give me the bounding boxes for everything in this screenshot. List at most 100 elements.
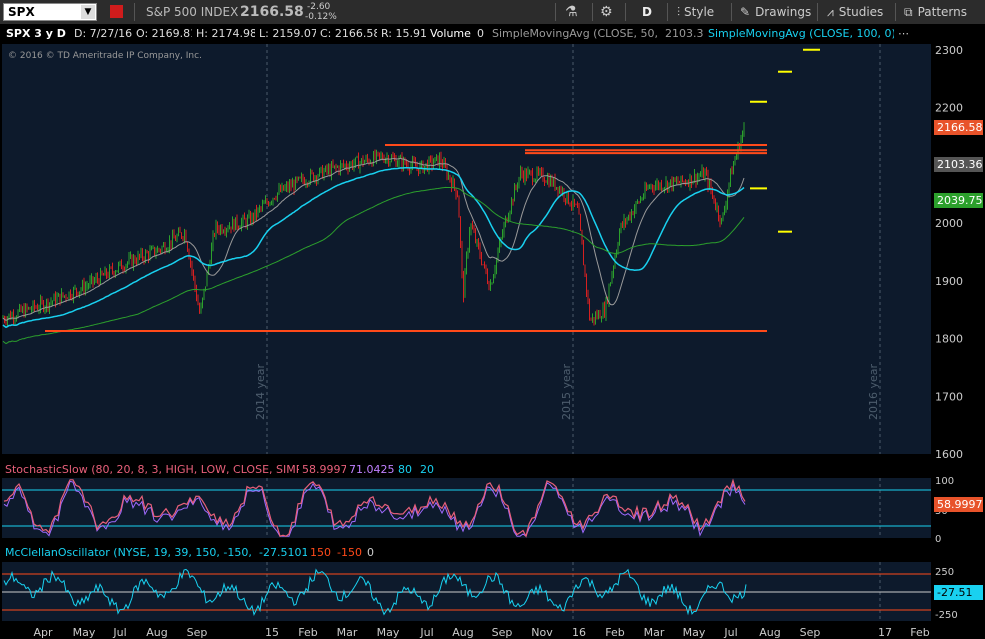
mcclellan-zero: 0 (364, 545, 377, 560)
y-tick-label: 2000 (935, 217, 963, 230)
drawings-button[interactable]: ✎ Drawings (740, 0, 811, 24)
mcclellan-badge: -27.51 (934, 585, 983, 600)
x-tick-label: Jul (112, 626, 126, 639)
divider (817, 3, 818, 21)
sma50-label[interactable]: SimpleMovingAvg (CLOSE, 50, 0) (488, 26, 673, 42)
mcclellan-axis-label: -250 (935, 610, 958, 621)
mcclellan-upper: 150 (307, 545, 334, 560)
x-tick-label: Sep (800, 626, 821, 639)
sma50-value: 2103.36 (661, 26, 711, 42)
mcclellan-lower: -150 (334, 545, 365, 560)
range-readout: R: 15.91 (377, 26, 430, 42)
price-panel (2, 44, 931, 454)
sma50-badge: 2103.36 (934, 157, 983, 172)
patterns-button[interactable]: ⧉ Patterns (904, 0, 967, 24)
aggregation-button[interactable]: D (642, 5, 652, 19)
patterns-icon: ⧉ (904, 5, 913, 19)
y-tick-label: 1700 (935, 390, 963, 403)
patterns-label: Patterns (917, 5, 968, 19)
x-tick-label: May (377, 626, 400, 639)
close-readout: C: 2166.58 (316, 26, 381, 42)
mcclellan-label[interactable]: McClellanOscillator (NYSE, 19, 39, 150, … (2, 545, 277, 560)
flag-icon[interactable] (110, 5, 123, 18)
x-tick-label: Apr (33, 626, 53, 639)
x-tick-label: May (683, 626, 706, 639)
y-tick-label: 1600 (935, 448, 963, 461)
stochastic-panel (2, 478, 931, 538)
x-tick-label: May (73, 626, 96, 639)
studies-label: Studies (838, 5, 884, 19)
chart-period[interactable]: SPX 3 y D (2, 26, 71, 42)
pencil-icon: ✎ (740, 5, 751, 19)
copyright-notice: © 2016 © TD Ameritrade IP Company, Inc. (8, 51, 202, 61)
divider (555, 3, 556, 21)
flask-icon[interactable]: ⚗ (565, 4, 578, 20)
sma200-line (2, 186, 745, 345)
x-tick-label: Aug (452, 626, 473, 639)
sma100-badge: 2039.75 (934, 193, 983, 208)
year-label: 2016 year (867, 363, 880, 420)
stochastic-slowd-line (3, 480, 746, 537)
y-tick-label: 2200 (935, 102, 963, 115)
x-tick-label: Jul (723, 626, 737, 639)
x-tick-label: Sep (492, 626, 513, 639)
volume-label[interactable]: Volume (426, 26, 477, 42)
style-label: Style (684, 5, 715, 19)
x-tick-label: Aug (759, 626, 780, 639)
stochastic-axis-label: 100 (935, 476, 954, 487)
date-readout: D: 7/27/16 (70, 26, 136, 42)
stochastic-oversold: 20 (417, 462, 437, 477)
divider (667, 3, 668, 21)
toolbar: SPX ▼ S&P 500 INDEX 2166.58 -2.60 -0.12%… (0, 0, 985, 25)
open-readout: O: 2169.81 (132, 26, 197, 42)
x-tick-label: Feb (910, 626, 929, 639)
last-price: 2166.58 (240, 4, 304, 20)
style-button[interactable]: ⫶ Style (677, 0, 714, 24)
stochastic-label[interactable]: StochasticSlow (80, 20, 8, 3, HIGH, LOW,… (2, 462, 323, 477)
candles-icon: ⫶ (677, 5, 681, 19)
stochastic-slowd: 71.0425 (346, 462, 398, 477)
x-tick-label: Feb (298, 626, 317, 639)
stochastic-badge: 58.9997 (934, 497, 983, 512)
mcclellan-value: -27.5101 (256, 545, 312, 560)
sma100-line (2, 166, 745, 329)
symbol-value: SPX (8, 5, 35, 19)
divider (625, 3, 626, 21)
stochastic-slowk: 58.9997 (299, 462, 351, 477)
divider (731, 3, 732, 21)
stochastic-axis-label: 0 (935, 534, 941, 545)
price-change: -2.60 (307, 2, 331, 12)
y-tick-label: 2300 (935, 44, 963, 57)
studies-button[interactable]: ⩘ Studies (827, 0, 883, 24)
x-tick-label: Jul (419, 626, 433, 639)
x-tick-label: Feb (605, 626, 624, 639)
y-tick-label: 1800 (935, 333, 963, 346)
sma50-line (2, 157, 745, 321)
divider (134, 3, 135, 21)
index-name: S&P 500 INDEX (146, 5, 239, 19)
ellipsis-icon[interactable]: ⋯ (894, 26, 918, 42)
price-change-pct: -0.12% (305, 12, 337, 22)
sma100-label[interactable]: SimpleMovingAvg (CLOSE, 100, 0) (704, 26, 898, 42)
divider (592, 3, 593, 21)
mcclellan-axis-label: 250 (935, 567, 954, 578)
mcclellan-line (3, 568, 747, 616)
x-tick-label: Mar (337, 626, 358, 639)
x-tick-label: Sep (187, 626, 208, 639)
x-tick-label: 15 (265, 626, 279, 639)
x-tick-label: Aug (146, 626, 167, 639)
year-label: 2015 year (560, 363, 573, 420)
x-tick-label: Mar (644, 626, 665, 639)
x-tick-label: 17 (878, 626, 892, 639)
last-price-badge: 2166.58 (934, 120, 983, 135)
year-label: 2014 year (254, 363, 267, 420)
chevron-down-icon[interactable]: ▼ (81, 5, 95, 19)
high-readout: H: 2174.98 (192, 26, 259, 42)
gear-icon[interactable]: ⚙ (600, 4, 613, 20)
x-tick-label: Nov (531, 626, 553, 639)
symbol-input[interactable]: SPX ▼ (3, 3, 97, 21)
y-tick-label: 1900 (935, 275, 963, 288)
x-tick-label: 16 (572, 626, 586, 639)
stochastic-overbought: 80 (395, 462, 415, 477)
